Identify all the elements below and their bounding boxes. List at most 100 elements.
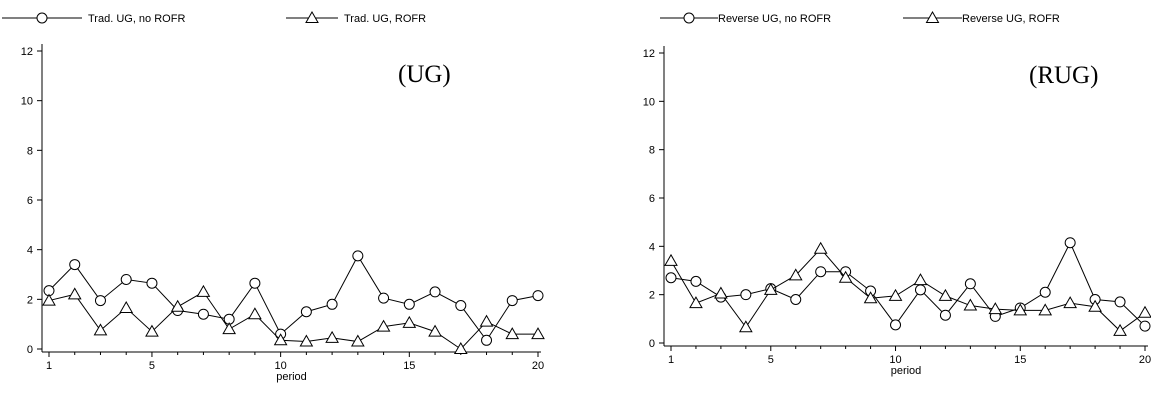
legend-marker: [683, 12, 695, 24]
y-tick-label: 10: [643, 96, 655, 108]
y-tick-label: 12: [643, 48, 655, 60]
x-tick-label: 15: [1014, 354, 1026, 366]
series-line-triangle: [670, 248, 1146, 332]
data-point: [689, 296, 703, 309]
data-point: [1038, 303, 1053, 316]
data-point: [939, 309, 951, 321]
data-point: [938, 288, 953, 301]
data-point: [145, 324, 159, 337]
data-point: [988, 302, 1003, 315]
y-tick-label: 10: [21, 96, 33, 108]
data-point: [402, 315, 417, 328]
data-point: [403, 298, 415, 310]
data-point: [714, 286, 728, 299]
series-line-circle: [48, 254, 539, 342]
data-point: [532, 290, 544, 302]
data-point: [350, 334, 365, 347]
data-point: [888, 288, 903, 301]
data-point: [120, 273, 132, 285]
data-point: [890, 319, 902, 331]
y-tick-label: 4: [649, 241, 655, 253]
data-point: [505, 327, 520, 340]
legend-marker: [305, 10, 319, 23]
data-point: [1013, 303, 1028, 316]
data-point: [299, 334, 314, 347]
y-tick-label: 8: [27, 145, 33, 157]
data-point: [1088, 299, 1102, 312]
data-point: [325, 330, 339, 343]
data-point: [738, 320, 753, 333]
legend-entry: Reverse UG, no ROFR: [718, 13, 831, 25]
data-point: [455, 300, 467, 312]
data-point: [863, 291, 878, 304]
data-point: [249, 277, 261, 289]
legend-entry: Trad. UG, ROFR: [344, 13, 426, 25]
data-point: [690, 275, 702, 287]
data-point: [69, 259, 81, 271]
data-point: [788, 268, 803, 281]
x-axis-label: period: [891, 365, 922, 377]
data-point: [326, 298, 338, 310]
x-tick-label: 1: [668, 354, 674, 366]
series-line-triangle: [48, 291, 538, 350]
data-point: [67, 287, 82, 300]
x-tick-label: 20: [1139, 354, 1151, 366]
y-tick-label: 2: [649, 290, 655, 302]
data-point: [352, 250, 364, 262]
data-point: [506, 295, 518, 307]
y-tick-label: 0: [649, 338, 655, 350]
data-point: [273, 333, 288, 346]
data-point: [93, 323, 108, 336]
data-point: [1039, 286, 1051, 298]
x-tick-label: 20: [532, 360, 544, 372]
x-tick-label: 10: [889, 354, 901, 366]
data-point: [376, 319, 391, 332]
data-point: [1063, 296, 1078, 309]
data-point: [813, 241, 828, 254]
data-point: [146, 277, 158, 289]
legend-entry: Trad. UG, no ROFR: [88, 13, 185, 25]
legend-marker: [925, 10, 940, 23]
data-point: [1138, 305, 1151, 318]
x-tick-label: 15: [403, 360, 415, 372]
data-point: [481, 334, 493, 346]
y-tick-label: 0: [27, 344, 33, 356]
data-point: [1064, 237, 1076, 249]
data-point: [531, 327, 545, 340]
data-point: [914, 284, 926, 296]
y-tick-label: 6: [649, 193, 655, 205]
x-tick-label: 1: [46, 360, 52, 372]
data-point: [740, 289, 752, 301]
data-point: [913, 273, 928, 286]
panel-label: (RUG): [1029, 62, 1098, 89]
data-point: [196, 284, 211, 297]
data-point: [222, 322, 237, 335]
data-point: [197, 308, 209, 320]
panel-label: (UG): [398, 61, 451, 88]
data-point: [665, 272, 677, 284]
y-tick-label: 12: [21, 46, 33, 58]
data-point: [94, 295, 106, 307]
x-tick-label: 5: [149, 360, 155, 372]
data-point: [42, 293, 56, 306]
data-point: [1113, 323, 1127, 336]
data-point: [453, 341, 468, 354]
y-tick-label: 8: [649, 145, 655, 157]
data-point: [479, 314, 494, 327]
data-point: [378, 292, 390, 304]
data-point: [964, 278, 976, 290]
y-tick-label: 2: [27, 294, 33, 306]
data-point: [1114, 296, 1126, 308]
data-point: [429, 286, 441, 298]
data-point: [300, 306, 312, 318]
legend-entry: Reverse UG, ROFR: [962, 13, 1060, 25]
data-point: [838, 270, 853, 283]
data-point: [428, 324, 442, 337]
series-line-circle: [670, 241, 1146, 327]
x-axis-label: period: [276, 371, 307, 383]
data-point: [763, 282, 778, 295]
legend-marker: [36, 12, 48, 24]
data-point: [790, 294, 802, 305]
